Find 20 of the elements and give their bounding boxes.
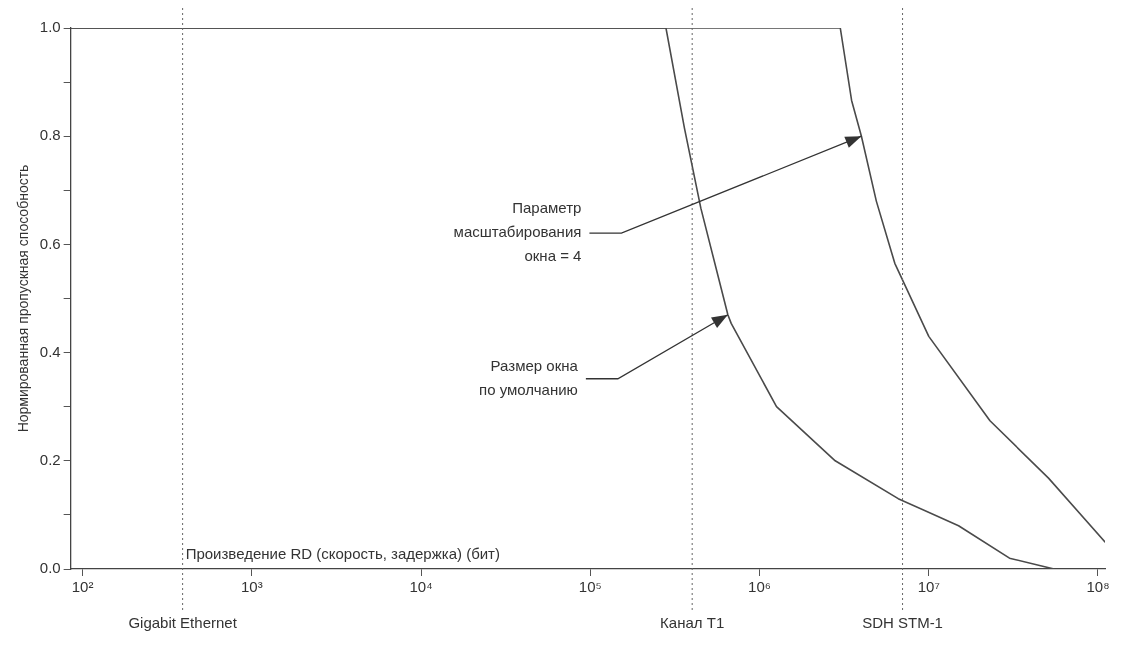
y-tick-label: 1.0 (39, 18, 61, 36)
y-tick-label: 0.6 (39, 234, 61, 252)
y-axis-title: Нормированная пропускная способность (15, 164, 32, 433)
x-axis-title: Произведение RD (скорость, задержка) (бит) (185, 545, 500, 563)
x-tick-label: 10² (71, 578, 94, 596)
y-tick-label: 0.8 (39, 126, 61, 144)
ref-line-label: SDH STM-1 (862, 614, 943, 632)
x-tick-label: 10⁵ (578, 578, 602, 596)
x-tick-label: 10⁶ (748, 578, 771, 596)
ref-line-label: Gigabit Ethernet (128, 614, 238, 632)
x-tick-label: 10³ (240, 578, 263, 596)
y-tick-label: 0.2 (39, 450, 61, 468)
y-tick-label: 0.0 (39, 559, 61, 577)
ref-line-label: Канал T1 (660, 614, 725, 632)
y-tick-label: 0.4 (39, 342, 61, 360)
x-tick-label: 10⁴ (409, 578, 433, 596)
annotation: Параметр масштабирования окна = 4 (453, 199, 582, 265)
x-tick-label: 10⁷ (917, 578, 940, 596)
x-tick-label: 10⁸ (1086, 578, 1110, 596)
annotation: Размер окна по умолчанию (479, 356, 579, 398)
